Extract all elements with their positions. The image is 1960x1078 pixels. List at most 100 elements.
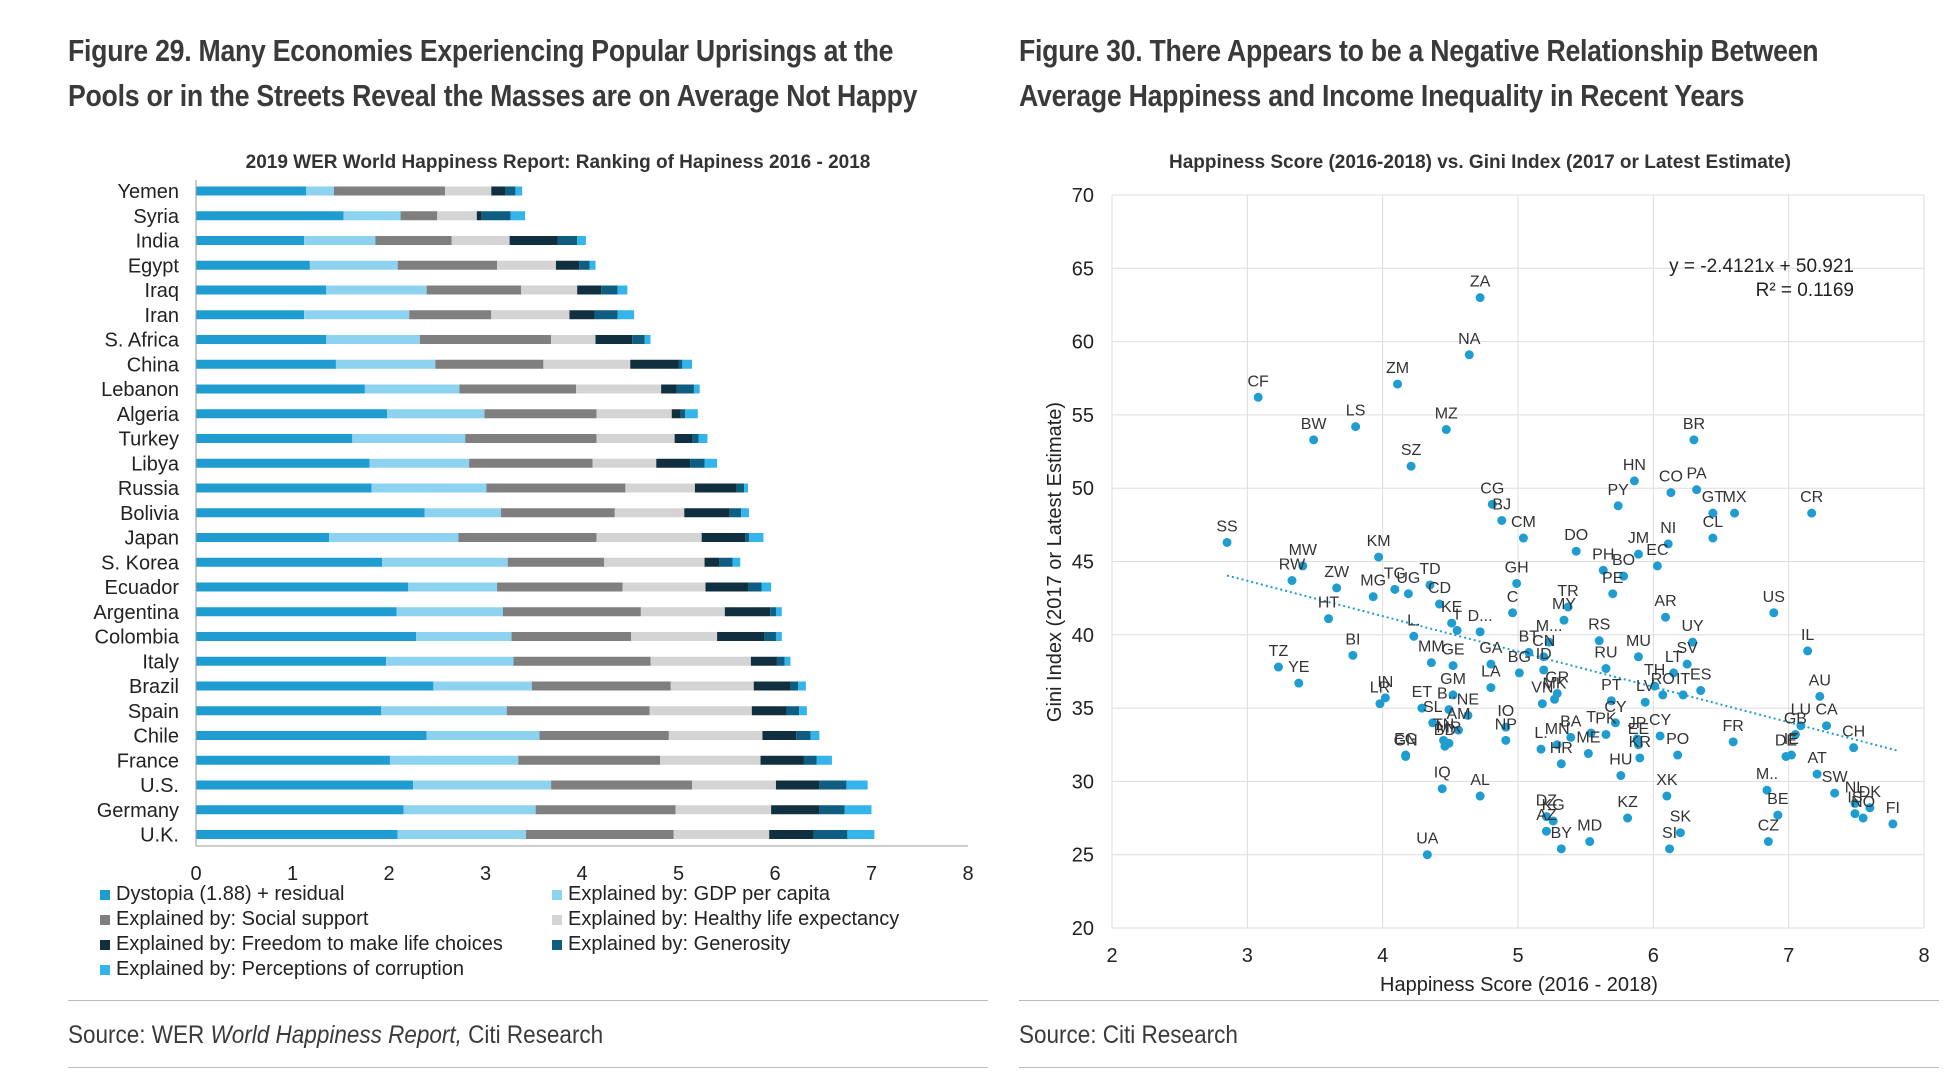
point-label: MX <box>1723 489 1747 506</box>
point-label: RW <box>1279 557 1306 574</box>
point-label: SW <box>1822 769 1849 786</box>
point-label: GH <box>1505 559 1529 576</box>
bar-segment <box>656 458 691 468</box>
scatter-point <box>1773 810 1783 820</box>
point-label: MU <box>1626 633 1651 650</box>
bar-segment <box>784 656 791 666</box>
x-tick-label: 4 <box>1377 945 1388 967</box>
trendline-r-squared: R² = 0.1169 <box>1756 280 1854 301</box>
scatter-point <box>1452 625 1462 635</box>
point-label: BE <box>1767 791 1788 808</box>
point-label: PO <box>1666 731 1689 748</box>
scatter-point <box>1444 738 1454 748</box>
category-label: India <box>136 231 180 253</box>
bar-segment <box>309 260 398 270</box>
bar-segment <box>644 335 651 344</box>
scatter-point <box>1464 350 1474 360</box>
scatter-point <box>1544 637 1554 647</box>
bar-segment <box>751 706 787 716</box>
bar-segment <box>579 260 590 270</box>
point-label: DK <box>1859 784 1882 801</box>
category-label: France <box>117 750 179 772</box>
scatter-point <box>1222 537 1232 547</box>
legend-label: Explained by: Perceptions of corruption <box>116 958 464 980</box>
bar-segment <box>465 434 597 443</box>
category-label: Spain <box>128 701 179 723</box>
point-label: UY <box>1681 618 1704 635</box>
point-label: IS <box>1847 790 1862 807</box>
point-label: FI <box>1886 800 1900 817</box>
happiness-vs-gini-scatter-chart: Happiness Score (2016-2018) vs. Gini Ind… <box>1044 152 1930 996</box>
scatter-point <box>1888 819 1898 829</box>
scatter-point <box>1486 683 1496 693</box>
bar-segment <box>576 384 662 394</box>
x-tick-label: 3 <box>480 863 491 885</box>
scatter-point <box>1524 647 1534 657</box>
point-label: PT <box>1601 677 1622 694</box>
bar-segment <box>632 335 645 344</box>
bar-segment <box>196 409 388 419</box>
point-label: TN <box>1433 716 1454 733</box>
y-tick-label: 50 <box>1072 478 1094 500</box>
bar-segment <box>497 260 556 270</box>
bar-segment <box>196 384 365 394</box>
point-label: KZ <box>1617 794 1638 811</box>
category-label: China <box>127 354 180 376</box>
scatter-point <box>1566 732 1576 742</box>
point-label: IE <box>1784 731 1799 748</box>
bar-segment <box>506 706 650 716</box>
point-label: ZW <box>1324 564 1350 581</box>
bar-segment <box>692 780 776 790</box>
bar-segment <box>511 632 632 641</box>
bar-segment <box>196 211 344 221</box>
bar-segment <box>685 409 698 419</box>
bar-segment <box>668 731 763 740</box>
scatter-point <box>1678 690 1688 700</box>
bar-segment <box>451 236 510 245</box>
bar-segment <box>640 607 725 617</box>
scatter-point <box>1425 580 1435 590</box>
bar-segment <box>595 335 633 344</box>
point-label: JP <box>1628 715 1647 732</box>
scatter-point <box>1486 659 1496 669</box>
bar-segment <box>551 335 596 344</box>
scatter-point <box>1422 850 1432 860</box>
x-tick-label: 7 <box>1783 945 1794 967</box>
y-tick-label: 70 <box>1072 185 1094 207</box>
bar-segment <box>786 706 800 716</box>
bar-segment <box>750 656 777 666</box>
bar-segment <box>510 211 526 221</box>
x-tick-label: 6 <box>769 863 780 885</box>
scatter-point <box>1441 425 1451 435</box>
bar-segment <box>196 681 434 691</box>
point-label: FR <box>1723 718 1744 735</box>
scatter-point <box>1666 488 1676 498</box>
y-tick-label: 25 <box>1072 845 1094 867</box>
bar-segment <box>649 706 752 716</box>
bar-segment <box>409 310 492 320</box>
x-tick-label: 8 <box>1918 945 1929 967</box>
bar-segment <box>810 731 820 740</box>
footer-rule-right <box>1019 1067 1939 1068</box>
point-label: M.. <box>1756 766 1778 783</box>
bar-segment <box>371 483 487 493</box>
scatter-point <box>1539 652 1549 662</box>
trendline <box>1226 574 1898 752</box>
point-label: MM <box>1418 639 1445 656</box>
bar-segment <box>535 805 676 815</box>
point-label: CZ <box>1758 818 1780 835</box>
point-label: EC <box>1646 542 1668 559</box>
bar-segment <box>481 211 511 221</box>
scatter-point <box>1435 599 1445 609</box>
scatter-point <box>1409 631 1419 641</box>
scatter-point <box>1673 750 1683 760</box>
scatter-point <box>1539 665 1549 675</box>
x-tick-label: 0 <box>190 863 201 885</box>
bar-segment <box>196 656 387 666</box>
bar-segment <box>670 681 754 691</box>
point-label: CH <box>1842 724 1865 741</box>
scatter-point <box>1610 718 1620 728</box>
point-label: LR <box>1370 680 1390 697</box>
bar-segment <box>397 830 527 839</box>
point-label: CL <box>1703 514 1724 531</box>
